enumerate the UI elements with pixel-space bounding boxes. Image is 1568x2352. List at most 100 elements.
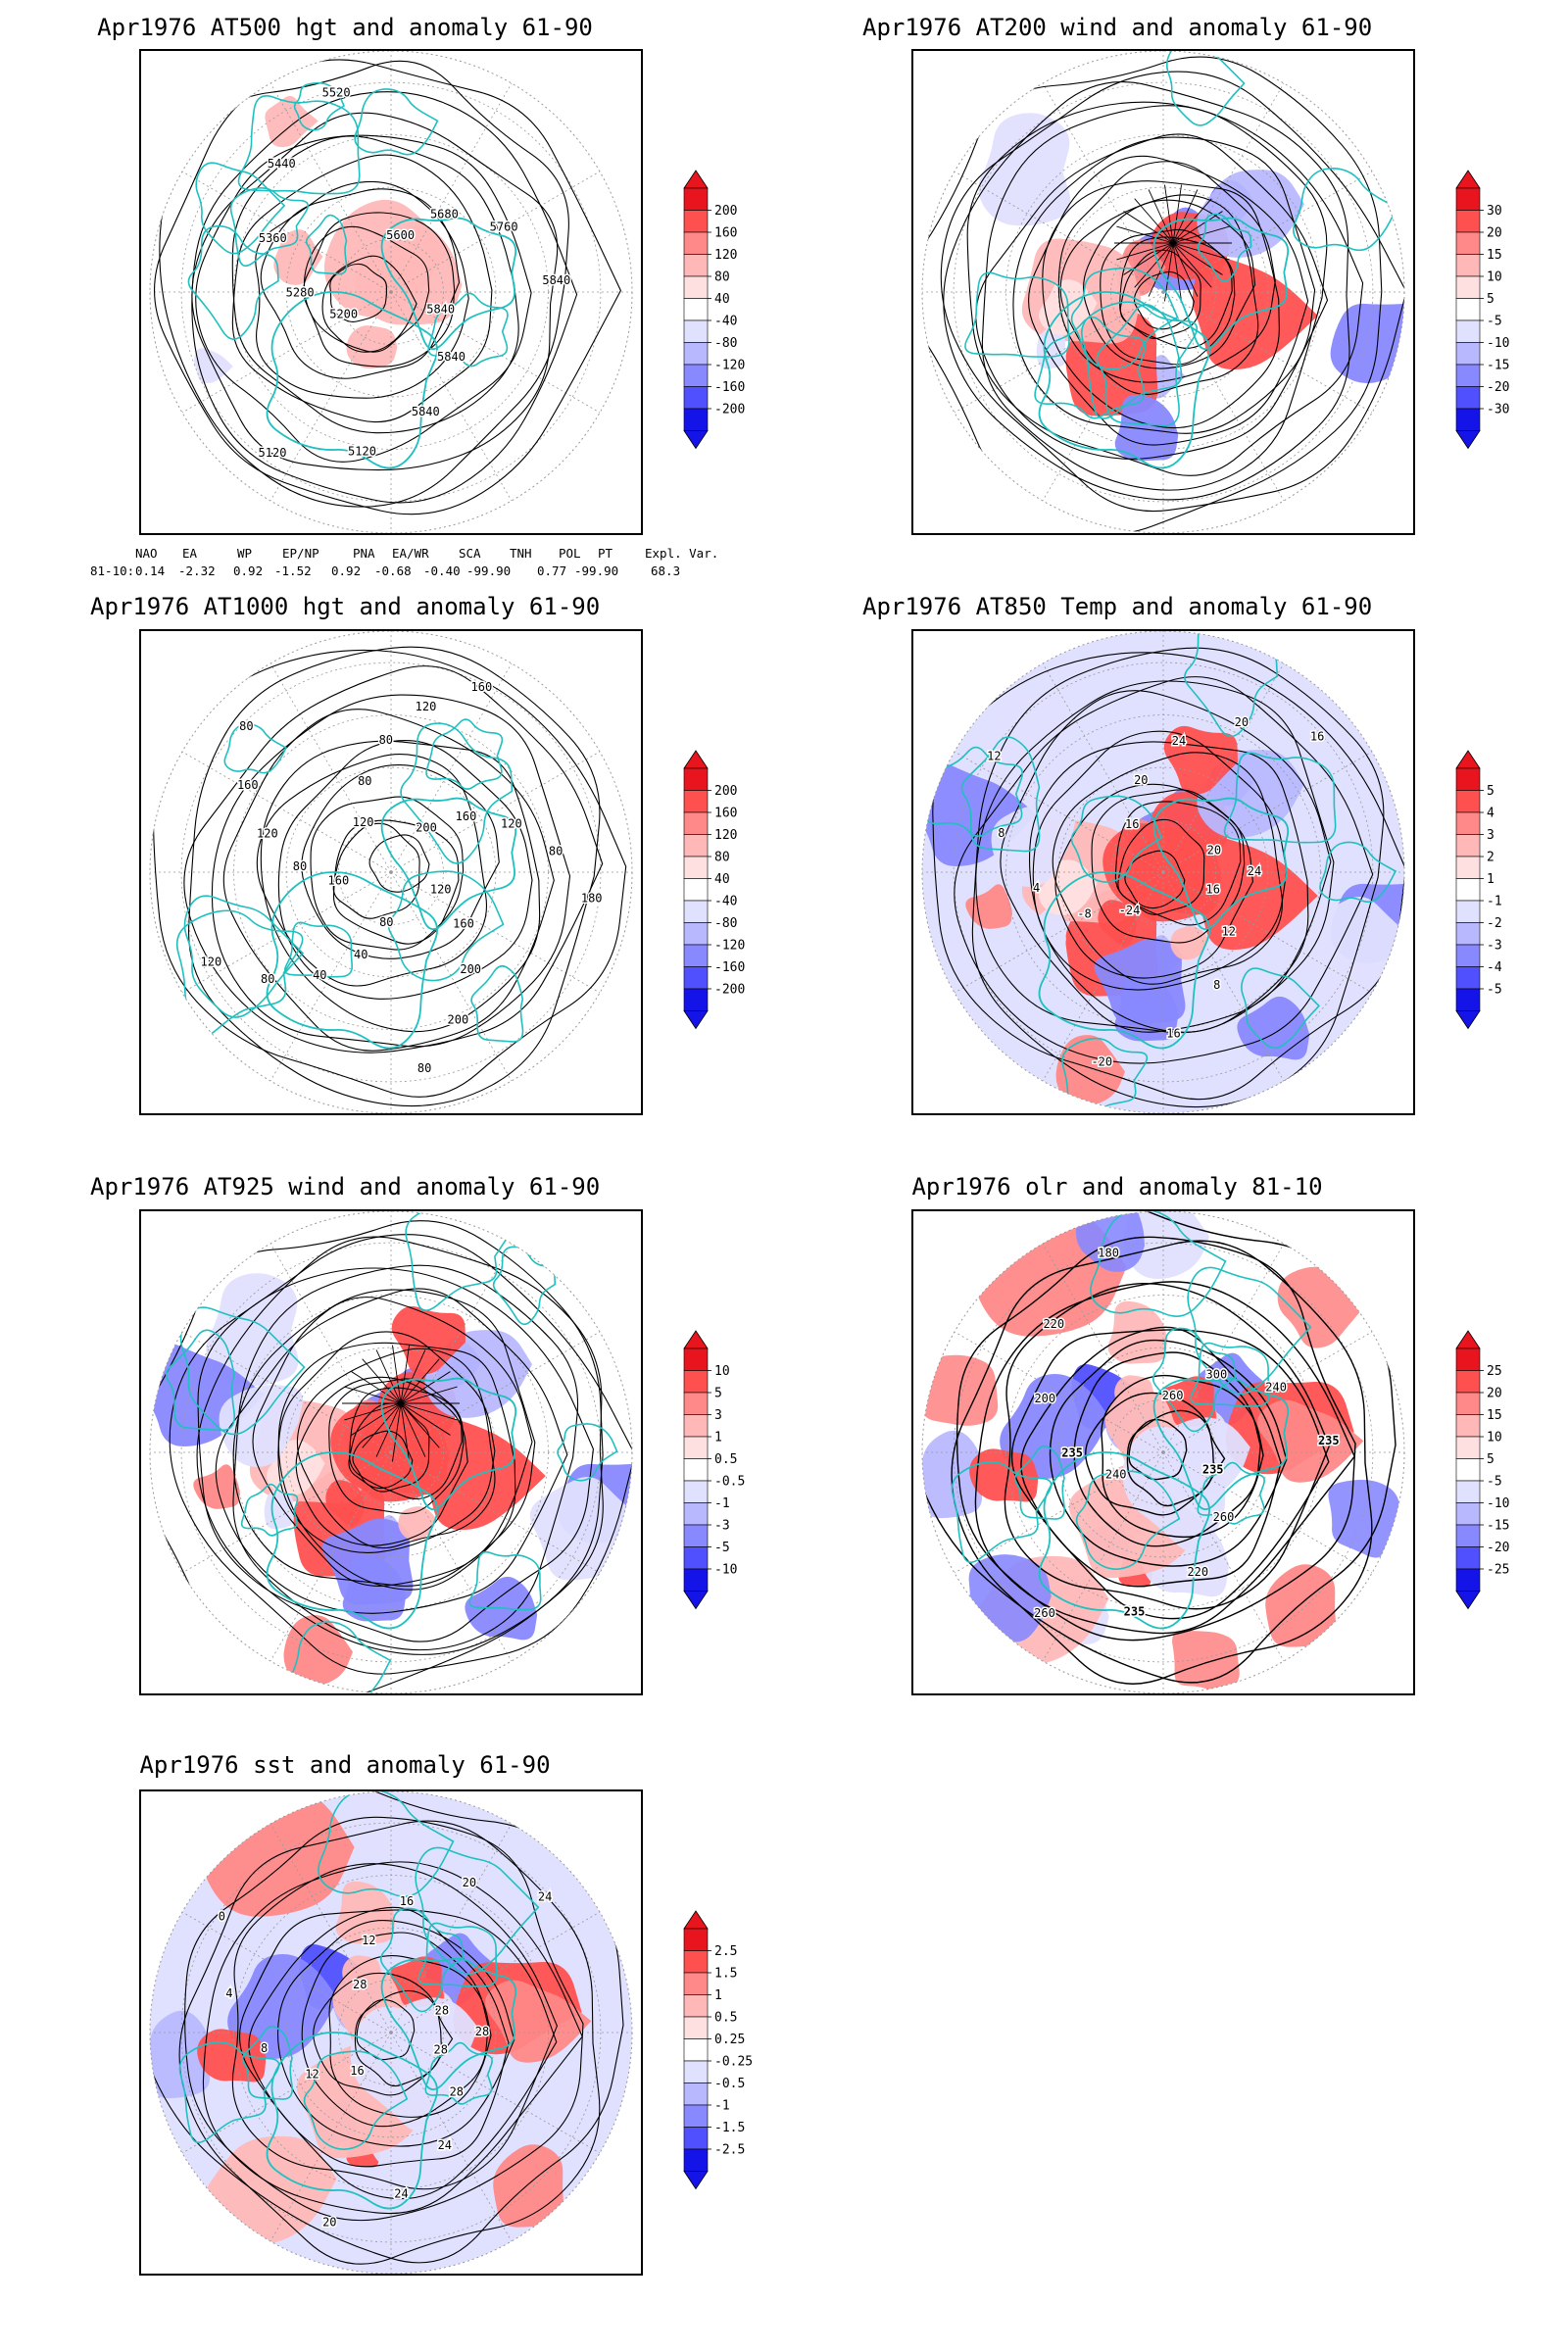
colorbar-tick-label: 40 bbox=[714, 292, 730, 307]
positive-anomaly-area bbox=[1170, 926, 1209, 960]
streamline bbox=[1059, 194, 1259, 395]
colorbar-segment bbox=[683, 2038, 709, 2062]
streamline bbox=[1028, 155, 1309, 446]
meridian-line bbox=[1162, 662, 1285, 873]
colorbar-tick-label: 1 bbox=[714, 1431, 722, 1446]
streamline bbox=[1172, 242, 1182, 302]
index-row-label: 81-10: bbox=[90, 564, 135, 578]
map-boundary bbox=[149, 51, 633, 533]
streamline bbox=[1172, 242, 1212, 288]
contour-label: 28 bbox=[475, 2025, 489, 2038]
coastline bbox=[179, 1306, 306, 1436]
contour-label: 12 bbox=[987, 750, 1001, 763]
contour-label: 24 bbox=[438, 2138, 452, 2152]
contour-line bbox=[932, 652, 1404, 1101]
colorbar-segment bbox=[683, 2016, 709, 2039]
contour-label: 20 bbox=[322, 2215, 336, 2229]
positive-anomaly-area bbox=[265, 95, 318, 148]
contour-line bbox=[313, 1972, 442, 2096]
negative-anomaly-area bbox=[991, 805, 1076, 887]
coastline bbox=[1013, 1445, 1065, 1520]
colorbar-segment bbox=[683, 988, 709, 1011]
map-temp850: 16 12 8 16 -20 -24 -8 4 8 12 16 20 24 20 16 20 24 bbox=[911, 629, 1415, 1115]
coastline bbox=[266, 871, 438, 1050]
colorbar-tick-label: -0.5 bbox=[714, 1475, 745, 1490]
contour-line bbox=[922, 1211, 1396, 1684]
contour-label: 40 bbox=[354, 948, 368, 961]
map-hgt1000: 120 160 200 200 80 80 40 40 80 120 160 80 120 160 80 12… bbox=[139, 629, 643, 1115]
coastline bbox=[405, 1211, 512, 1311]
index-value: -0.68 bbox=[374, 564, 412, 578]
streamline bbox=[1116, 242, 1174, 261]
meridian-line bbox=[1162, 1451, 1285, 1662]
contour-line bbox=[260, 188, 461, 379]
contour-line bbox=[150, 1791, 624, 2264]
streamline bbox=[296, 1348, 496, 1549]
index-header: EA/WR bbox=[392, 546, 429, 561]
contour-label: 5120 bbox=[348, 444, 376, 458]
coastline bbox=[354, 88, 439, 156]
colorbar-bottom-arrow bbox=[683, 2171, 709, 2190]
colorbar-segment bbox=[1455, 298, 1481, 321]
colorbar-hgt1000: 200 160 120 80 40 -40 -80 -120 -160 -200 bbox=[676, 749, 764, 1037]
colorbar-tick-label: 10 bbox=[1487, 1431, 1502, 1446]
contour-line bbox=[183, 665, 604, 1054]
index-header: EP/NP bbox=[282, 546, 319, 561]
contour-line bbox=[1114, 801, 1242, 926]
colorbar-tick-label: -10 bbox=[1487, 1496, 1509, 1511]
contour-label: 8 bbox=[261, 2041, 268, 2055]
streamline bbox=[252, 1297, 533, 1587]
contour-label: 180 bbox=[581, 892, 603, 906]
index-value: -99.90 bbox=[574, 564, 619, 578]
colorbar-segment bbox=[1455, 1502, 1481, 1526]
latitude-circle bbox=[180, 81, 602, 503]
streamline bbox=[400, 1349, 426, 1404]
meridian-line bbox=[390, 871, 513, 1082]
streamline bbox=[169, 1234, 632, 1675]
colorbar-segment bbox=[683, 2060, 709, 2083]
streamline bbox=[1172, 211, 1223, 244]
meridian-line bbox=[390, 1451, 601, 1574]
negative-anomaly-area bbox=[1036, 906, 1066, 950]
positive-anomaly-area bbox=[1162, 1376, 1216, 1428]
positive-anomaly-area bbox=[193, 1464, 240, 1509]
contour-line bbox=[954, 676, 1374, 1064]
streamline bbox=[1042, 180, 1280, 429]
contour-line bbox=[191, 112, 559, 471]
contour-line bbox=[1117, 818, 1205, 915]
colorbar-segment bbox=[683, 1994, 709, 2018]
contour-line bbox=[211, 694, 571, 1048]
contour-label: 4 bbox=[1033, 881, 1040, 895]
contour-label: 200 bbox=[1034, 1392, 1055, 1405]
contour-line bbox=[303, 212, 456, 368]
contour-label: 80 bbox=[293, 859, 307, 873]
contour-label: 200 bbox=[448, 1013, 469, 1027]
contour-label: 24 bbox=[1248, 864, 1261, 878]
colorbar-segment bbox=[683, 275, 709, 299]
colorbar-segment bbox=[683, 1972, 709, 1995]
streamline bbox=[392, 1402, 402, 1462]
streamline bbox=[966, 101, 1364, 476]
coastline bbox=[1038, 291, 1210, 469]
coastline bbox=[387, 870, 505, 982]
coastline bbox=[305, 214, 348, 275]
contour-label: 16 bbox=[400, 1894, 414, 1908]
colorbar-tick-label: 2 bbox=[1487, 851, 1494, 865]
colorbar-segment bbox=[1455, 811, 1481, 835]
contour-label: 240 bbox=[1105, 1467, 1127, 1481]
contour-label: 5680 bbox=[430, 208, 459, 221]
index-header: PNA bbox=[353, 546, 375, 561]
map-wind925 bbox=[139, 1209, 643, 1695]
olr-anomaly-area bbox=[1328, 1480, 1401, 1558]
contour-label: 80 bbox=[239, 719, 253, 733]
colorbar-top-arrow bbox=[683, 1910, 709, 1930]
negative-anomaly-area bbox=[386, 1997, 478, 2078]
coastline bbox=[1152, 217, 1290, 350]
colorbar-tick-label: 5 bbox=[1487, 784, 1494, 799]
contour-label: 240 bbox=[1265, 1381, 1287, 1395]
colorbar-segment bbox=[683, 1568, 709, 1592]
streamline bbox=[1123, 211, 1174, 244]
coastline bbox=[1075, 1470, 1181, 1570]
colorbar-wind925: 10 5 3 1 0.5 -0.5 -1 -3 -5 -10 bbox=[676, 1329, 764, 1617]
colorbar-tick-label: 200 bbox=[714, 784, 737, 799]
